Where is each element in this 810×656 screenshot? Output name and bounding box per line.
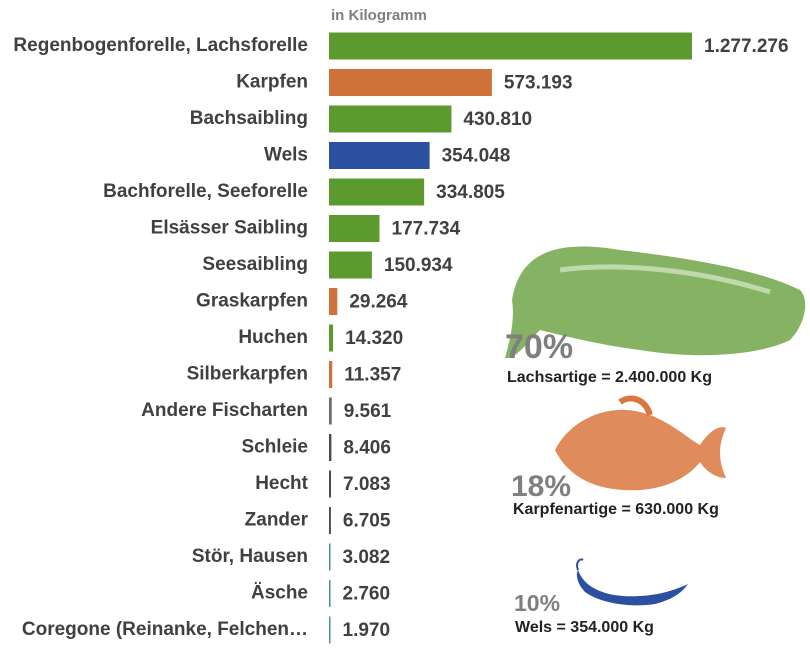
bar	[329, 105, 452, 133]
value-label: 150.934	[384, 255, 453, 276]
subtitle: in Kilogramm	[331, 7, 427, 24]
category-label: Graskarpfen	[196, 291, 308, 312]
category-label: Zander	[245, 510, 309, 531]
bar	[329, 580, 331, 607]
category-label: Seesaibling	[202, 254, 308, 275]
bar	[329, 434, 332, 461]
bar	[329, 69, 492, 96]
value-label: 177.734	[392, 219, 461, 240]
value-label: 334.805	[436, 182, 505, 203]
value-label: 3.082	[343, 547, 391, 568]
category-label: Hecht	[255, 473, 308, 494]
bar	[329, 616, 331, 644]
salmon-icon	[505, 246, 806, 359]
bar	[329, 178, 425, 206]
bar	[329, 32, 692, 60]
category-label: Bachforelle, Seeforelle	[103, 181, 308, 202]
annotation: 10%	[514, 590, 560, 616]
bar	[329, 470, 332, 498]
bar	[329, 288, 338, 315]
value-label: 2.760	[343, 584, 391, 605]
annotation: 18%	[511, 470, 571, 503]
value-label: 29.264	[349, 292, 408, 313]
category-label: Coregone (Reinanke, Felchen…	[22, 619, 308, 640]
value-label: 354.048	[442, 146, 511, 167]
bar	[329, 361, 333, 388]
value-label: 8.406	[343, 438, 391, 459]
value-label: 11.357	[344, 365, 401, 386]
annotation: Karpfenartige = 630.000 Kg	[513, 501, 719, 518]
category-label: Schleie	[241, 437, 308, 458]
annotation: Wels = 354.000 Kg	[515, 619, 654, 636]
value-label: 7.083	[343, 474, 391, 495]
catfish-icon	[576, 558, 688, 606]
value-label: 430.810	[463, 109, 532, 130]
bar	[329, 251, 372, 279]
annotation: 70%	[505, 328, 573, 366]
category-label: Karpfen	[236, 72, 308, 93]
category-label: Huchen	[238, 327, 308, 348]
annotation: Lachsartige = 2.400.000 Kg	[507, 369, 712, 386]
bar	[329, 543, 331, 571]
value-label: 14.320	[345, 328, 403, 349]
value-label: 1.277.276	[704, 36, 789, 57]
bar	[329, 324, 334, 352]
bar	[329, 507, 331, 534]
category-label: Regenbogenforelle, Lachsforelle	[13, 35, 308, 56]
category-label: Elsässer Saibling	[151, 218, 308, 239]
value-label: 1.970	[343, 620, 391, 641]
carp-icon	[555, 395, 726, 491]
category-label: Andere Fischarten	[141, 400, 308, 421]
category-label: Stör, Hausen	[192, 546, 308, 567]
category-label: Äsche	[251, 583, 308, 604]
value-label: 573.193	[504, 73, 573, 94]
category-label: Silberkarpfen	[187, 364, 308, 385]
bar	[329, 142, 430, 169]
value-label: 9.561	[344, 401, 392, 422]
category-label: Wels	[264, 145, 308, 166]
bar	[329, 215, 380, 242]
bar	[329, 397, 332, 425]
value-label: 6.705	[343, 511, 391, 532]
category-label: Bachsaibling	[190, 108, 308, 129]
